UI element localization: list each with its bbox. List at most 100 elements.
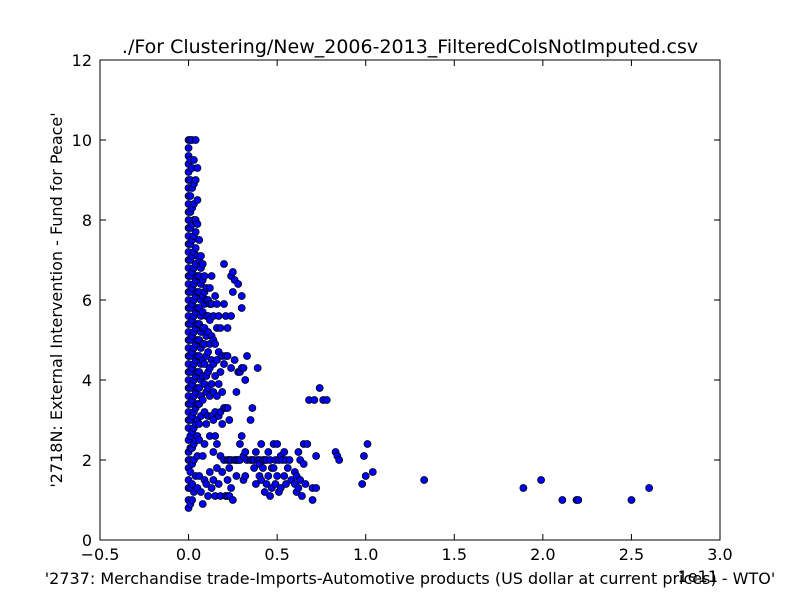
scatter-point: [191, 176, 200, 184]
scatter-point: [308, 496, 317, 504]
scatter-point: [266, 492, 274, 500]
scatter-point: [211, 432, 220, 440]
scatter-point: [237, 432, 246, 440]
scatter-point: [519, 484, 528, 492]
scatter-point: [200, 272, 209, 280]
scatter-point: [241, 376, 250, 384]
scatter-point: [188, 480, 197, 488]
scatter-point: [202, 420, 211, 428]
y-tick-label: 12: [72, 51, 92, 70]
scatter-point: [282, 480, 290, 488]
scatter-point: [260, 488, 269, 496]
scatter-point: [280, 472, 289, 480]
scatter-point: [193, 196, 202, 204]
scatter-point: [205, 284, 214, 292]
scatter-point: [358, 480, 367, 488]
x-tick-label: 1.5: [442, 545, 467, 564]
scatter-point: [191, 244, 200, 252]
x-tick-label: −0.5: [81, 545, 120, 564]
scatter-point: [214, 480, 223, 488]
scatter-point: [273, 440, 282, 448]
scatter-point: [223, 324, 232, 332]
scatter-point: [228, 496, 237, 504]
scatter-point: [363, 440, 372, 448]
scatter-point: [198, 260, 207, 268]
x-axis-offset-label: 1e11: [678, 567, 718, 586]
scatter-point: [360, 452, 368, 460]
scatter-point: [280, 448, 289, 456]
x-tick-label: 3.0: [707, 545, 732, 564]
scatter-point: [269, 464, 278, 472]
x-tick-label: 0.0: [176, 545, 201, 564]
scatter-point: [213, 356, 221, 364]
scatter-point: [191, 228, 200, 236]
scatter-point: [262, 480, 271, 488]
scatter-point: [237, 304, 246, 312]
scatter-point: [200, 440, 209, 448]
scatter-point: [220, 300, 228, 308]
x-tick-label: 1.0: [353, 545, 378, 564]
scatter-point: [216, 324, 225, 332]
scatter-point: [283, 464, 292, 472]
scatter-point: [627, 496, 636, 504]
scatter-point: [645, 484, 654, 492]
scatter-point: [271, 480, 280, 488]
scatter-point: [248, 404, 257, 412]
scatter-point: [223, 404, 232, 412]
scatter-point: [264, 448, 273, 456]
scatter-point: [250, 464, 259, 472]
y-axis-ticks: 0 2 4 6 8 10 12: [72, 51, 720, 550]
x-tick-label: 2.0: [530, 545, 555, 564]
scatter-point: [193, 220, 202, 228]
scatter-point: [294, 448, 303, 456]
scatter-point: [257, 440, 266, 448]
scatter-point: [213, 440, 221, 448]
scatter-point: [227, 364, 235, 372]
scatter-point: [301, 480, 310, 488]
scatter-point: [214, 312, 223, 320]
scatter-point: [191, 136, 200, 144]
scatter-point: [227, 484, 235, 492]
scatter-point: [315, 384, 324, 392]
chart-title: ./For Clustering/New_2006-2013_FilteredC…: [122, 36, 698, 58]
scatter-point: [310, 396, 319, 404]
scatter-point: [195, 472, 204, 480]
scatter-point: [257, 476, 266, 484]
scatter-point: [225, 464, 234, 472]
scatter-point: [218, 388, 227, 396]
scatter-point: [202, 480, 211, 488]
scatter-point: [239, 364, 248, 372]
scatter-point: [276, 484, 285, 492]
scatter-point: [204, 348, 212, 356]
scatter-point: [211, 292, 220, 300]
scatter-point: [322, 396, 331, 404]
scatter-point: [285, 456, 294, 464]
scatter-point: [198, 500, 207, 508]
scatter-point: [195, 436, 204, 444]
scatter-point: [211, 372, 220, 380]
y-axis-label: '2718N: External Intervention - Fund for…: [47, 112, 66, 487]
scatter-point: [209, 448, 218, 456]
scatter-point: [193, 164, 202, 172]
scatter-point: [296, 476, 305, 484]
scatter-point: [241, 472, 250, 480]
x-axis-label: '2737: Merchandise trade-Imports-Automot…: [45, 569, 776, 588]
scatter-point: [197, 488, 205, 496]
scatter-point: [237, 292, 246, 300]
scatter-point: [216, 368, 225, 376]
scatter-point: [234, 280, 243, 288]
scatter-point: [236, 440, 244, 448]
scatter-point: [220, 260, 228, 268]
scatter-point: [186, 192, 195, 200]
scatter-point: [232, 472, 241, 480]
scatter-point: [204, 492, 212, 500]
scatter-point: [299, 460, 308, 468]
scatter-point: [574, 496, 583, 504]
scatter-point: [209, 416, 218, 424]
scatter-point: [537, 476, 545, 484]
y-tick-label: 8: [82, 211, 92, 230]
scatter-point: [186, 468, 195, 476]
